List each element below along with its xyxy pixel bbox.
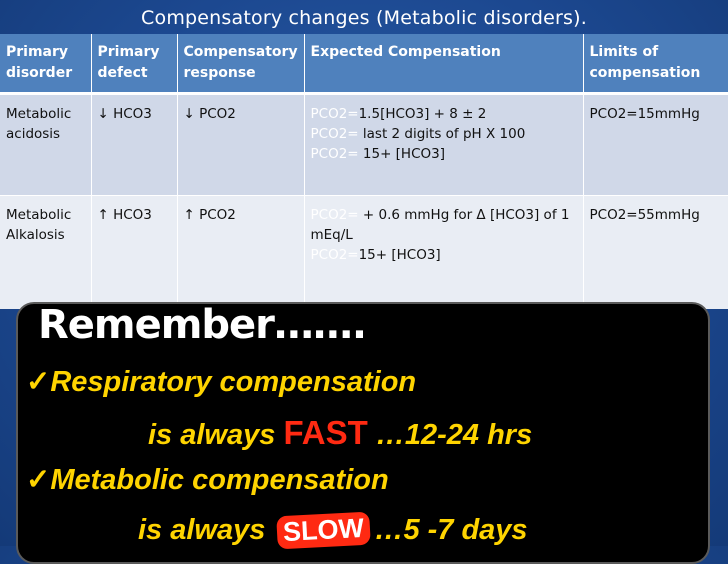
header-expected-compensation: Expected Compensation — [304, 34, 584, 95]
formula-value: 15+ [HCO3] — [358, 247, 441, 263]
formula-line: PCO2=1.5[HCO3] + 8 ± 2 — [311, 104, 577, 124]
formula-label: PCO2= — [310, 146, 359, 162]
cell-defect: ↑ HCO3 — [91, 195, 178, 309]
formula-value: 15+ [HCO3] — [358, 146, 445, 162]
slow-highlight: SLOW — [276, 511, 372, 550]
formula-value: 1.5[HCO3] + 8 ± 2 — [358, 106, 487, 122]
formula-line: PCO2= + 0.6 mmHg for Δ [HCO3] of 1 mEq/L — [311, 205, 577, 245]
check-icon: ✓ — [26, 464, 51, 496]
formula-line: PCO2= 15+ [HCO3] — [311, 144, 577, 164]
header-primary-defect: Primary defect — [91, 34, 178, 95]
slide-title: Compensatory changes (Metabolic disorder… — [141, 7, 587, 29]
remember-line-fast: is always FAST …12-24 hrs — [148, 414, 532, 452]
remember-line-text: …5 -7 days — [374, 514, 528, 546]
header-compensatory-response: Compensatory response — [177, 34, 305, 95]
cell-disorder: Metabolic Alkalosis — [0, 195, 92, 309]
formula-line: PCO2=15+ [HCO3] — [311, 245, 577, 265]
remember-line-metabolic: ✓Metabolic compensation — [26, 462, 389, 497]
formula-label: PCO2= — [310, 207, 359, 223]
formula-line: PCO2= last 2 digits of pH X 100 — [311, 124, 577, 144]
formula-value: last 2 digits of pH X 100 — [358, 126, 526, 142]
header-limits-of-compensation: Limits of compensation — [583, 34, 728, 95]
cell-expected: PCO2= + 0.6 mmHg for Δ [HCO3] of 1 mEq/L… — [304, 195, 584, 309]
remember-line-respiratory: ✓Respiratory compensation — [26, 364, 416, 399]
formula-label: PCO2= — [310, 247, 359, 263]
header-primary-disorder: Primary disorder — [0, 34, 92, 95]
fast-highlight: FAST — [283, 414, 368, 451]
remember-heading: Remember……. — [38, 302, 367, 348]
table-header-row: Primary disorder Primary defect Compensa… — [0, 34, 728, 95]
cell-expected: PCO2=1.5[HCO3] + 8 ± 2 PCO2= last 2 digi… — [304, 93, 584, 196]
remember-line-text: is always — [148, 419, 284, 451]
remember-line-slow: is always SLOW …5 -7 days — [138, 511, 528, 550]
formula-label: PCO2= — [310, 126, 359, 142]
remember-line-text: Respiratory compensation — [50, 366, 417, 398]
table-row: Metabolic acidosis ↓ HCO3 ↓ PCO2 PCO2=1.… — [0, 93, 728, 196]
check-icon: ✓ — [26, 366, 51, 398]
formula-label: PCO2= — [310, 106, 359, 122]
cell-limits: PCO2=55mmHg — [583, 195, 728, 309]
remember-line-text: Metabolic compensation — [50, 464, 389, 496]
formula-value: + 0.6 mmHg for Δ [HCO3] of 1 mEq/L — [310, 207, 570, 243]
cell-defect: ↓ HCO3 — [91, 93, 178, 196]
compensation-table: Primary disorder Primary defect Compensa… — [0, 34, 728, 309]
cell-response: ↑ PCO2 — [177, 195, 305, 309]
cell-disorder: Metabolic acidosis — [0, 93, 92, 196]
remember-line-text: …12-24 hrs — [367, 419, 533, 451]
remember-line-text: is always — [138, 514, 274, 546]
cell-response: ↓ PCO2 — [177, 93, 305, 196]
cell-limits: PCO2=15mmHg — [583, 93, 728, 196]
table-row: Metabolic Alkalosis ↑ HCO3 ↑ PCO2 PCO2= … — [0, 195, 728, 309]
